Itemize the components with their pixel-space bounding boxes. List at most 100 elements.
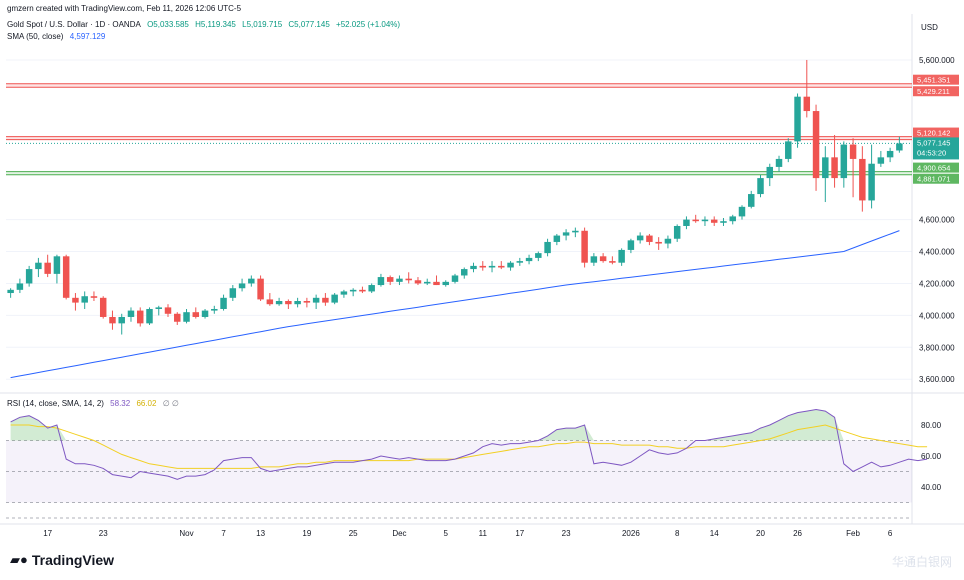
candle-body bbox=[785, 141, 792, 159]
watermark: 华通白银网 bbox=[891, 555, 952, 569]
candle-body bbox=[701, 219, 709, 222]
level-label-bg bbox=[913, 162, 959, 173]
level-band bbox=[6, 83, 912, 88]
candle-body bbox=[692, 219, 699, 222]
horizontal-levels bbox=[6, 83, 912, 176]
time-tick-label: 19 bbox=[302, 529, 311, 538]
time-tick-label: 8 bbox=[675, 529, 680, 538]
countdown-label: 04:53:20 bbox=[917, 148, 946, 157]
candle-body bbox=[44, 262, 51, 274]
candle-body bbox=[229, 288, 237, 298]
candles bbox=[7, 59, 903, 335]
time-tick-label: Dec bbox=[392, 529, 406, 538]
candle-body bbox=[655, 241, 662, 244]
sma-line bbox=[10, 230, 900, 379]
candle-body bbox=[136, 310, 144, 324]
candle-body bbox=[423, 281, 431, 284]
sma-value: 4,597.129 bbox=[69, 32, 106, 41]
candle-body bbox=[81, 296, 88, 303]
candle-body bbox=[285, 301, 292, 305]
level-label-bg bbox=[913, 127, 959, 138]
candle-body bbox=[331, 294, 338, 303]
candle-body bbox=[155, 307, 162, 309]
level-label-bg bbox=[913, 74, 959, 85]
candle-body bbox=[868, 163, 875, 201]
candle-body bbox=[16, 283, 24, 290]
candle-body bbox=[109, 316, 116, 324]
time-tick-label: 20 bbox=[756, 529, 765, 538]
time-tick-label: 6 bbox=[888, 529, 893, 538]
candle-body bbox=[90, 296, 98, 298]
candle-body bbox=[729, 216, 736, 222]
candle-body bbox=[62, 256, 70, 298]
candle-body bbox=[840, 144, 848, 179]
candle-body bbox=[35, 262, 42, 270]
change-value: +52.025 (+1.04%) bbox=[336, 20, 401, 29]
time-tick-label: Feb bbox=[846, 529, 860, 538]
symbol-name[interactable]: Gold Spot / U.S. Dollar · 1D · OANDA bbox=[7, 20, 141, 29]
time-axis[interactable]: 17 23 Nov 7 13 19 25 Dec 5 11 17 23 2026 8 14 20 26 Feb 6 bbox=[0, 523, 964, 538]
sma-legend[interactable]: SMA (50, close) 4,597.129 bbox=[7, 32, 109, 42]
time-tick-label: 23 bbox=[562, 529, 571, 538]
candle-body bbox=[562, 232, 570, 236]
tradingview-logo-icon: ▰● bbox=[10, 552, 28, 567]
time-tick-label: 13 bbox=[256, 529, 265, 538]
candle-body bbox=[525, 257, 533, 262]
candle-body bbox=[618, 249, 625, 263]
candle-body bbox=[396, 278, 403, 282]
level-label: 5,451.351 bbox=[917, 76, 950, 85]
candle-body bbox=[127, 310, 135, 317]
candle-body bbox=[118, 316, 125, 324]
candle-body bbox=[451, 275, 459, 282]
candle-body bbox=[461, 269, 468, 276]
candle-body bbox=[377, 277, 385, 286]
rsi-tick-label: 80.00 bbox=[921, 421, 942, 430]
rsi-value: 58.32 bbox=[110, 399, 131, 408]
candle-body bbox=[257, 278, 264, 300]
ohlc-low: L5,019.715 bbox=[242, 20, 283, 29]
candle-body bbox=[609, 261, 616, 263]
rsi-line bbox=[10, 408, 928, 480]
candle-body bbox=[349, 289, 357, 292]
candle-body bbox=[368, 285, 375, 292]
ohlc-open: O5,033.585 bbox=[147, 20, 189, 29]
rsi-legend[interactable]: RSI (14, close, SMA, 14, 2) 58.32 66.02 … bbox=[7, 399, 183, 409]
candle-body bbox=[386, 277, 394, 282]
candle-body bbox=[516, 261, 524, 263]
level-band bbox=[6, 136, 912, 140]
candle-body bbox=[766, 166, 774, 179]
level-band bbox=[6, 171, 912, 175]
price-grid bbox=[0, 14, 964, 524]
candle-body bbox=[738, 206, 746, 217]
level-label: 5,120.142 bbox=[917, 129, 950, 138]
created-by-line: gmzern created with TradingView.com, Feb… bbox=[7, 4, 245, 14]
candle-body bbox=[414, 280, 422, 284]
candle-body bbox=[877, 157, 885, 164]
tradingview-logo[interactable]: ▰● TradingView bbox=[10, 552, 114, 568]
time-tick-label: 14 bbox=[710, 529, 719, 538]
candle-body bbox=[683, 219, 690, 226]
candle-body bbox=[831, 157, 838, 179]
candle-body bbox=[757, 178, 764, 195]
candle-body bbox=[211, 308, 218, 311]
candle-body bbox=[849, 144, 857, 159]
rsi-overbought-fill bbox=[10, 409, 928, 441]
price-axis[interactable]: 3,600.000 3,800.000 4,000.000 4,200.000 4,40… bbox=[913, 56, 959, 384]
candle-body bbox=[312, 297, 320, 303]
candle-body bbox=[720, 221, 727, 223]
time-tick-label: 17 bbox=[43, 529, 52, 538]
candle-body bbox=[303, 301, 311, 303]
currency-label: USD bbox=[921, 23, 938, 32]
candle-body bbox=[636, 235, 644, 241]
candle-body bbox=[7, 289, 14, 294]
candle-body bbox=[507, 262, 514, 268]
candle-body bbox=[266, 299, 274, 305]
symbol-line: Gold Spot / U.S. Dollar · 1D · OANDA O5,… bbox=[7, 20, 404, 30]
candle-body bbox=[896, 143, 903, 151]
price-tick-label: 3,800.000 bbox=[919, 343, 955, 352]
price-tick-label: 4,400.000 bbox=[919, 248, 955, 257]
candle-body bbox=[803, 96, 811, 112]
rsi-extra: ∅ ∅ bbox=[162, 399, 179, 408]
candle-body bbox=[590, 256, 598, 263]
